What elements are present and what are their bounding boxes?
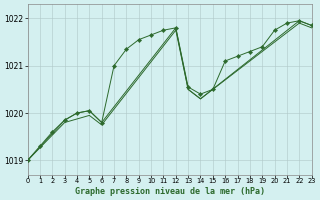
X-axis label: Graphe pression niveau de la mer (hPa): Graphe pression niveau de la mer (hPa) (75, 187, 265, 196)
